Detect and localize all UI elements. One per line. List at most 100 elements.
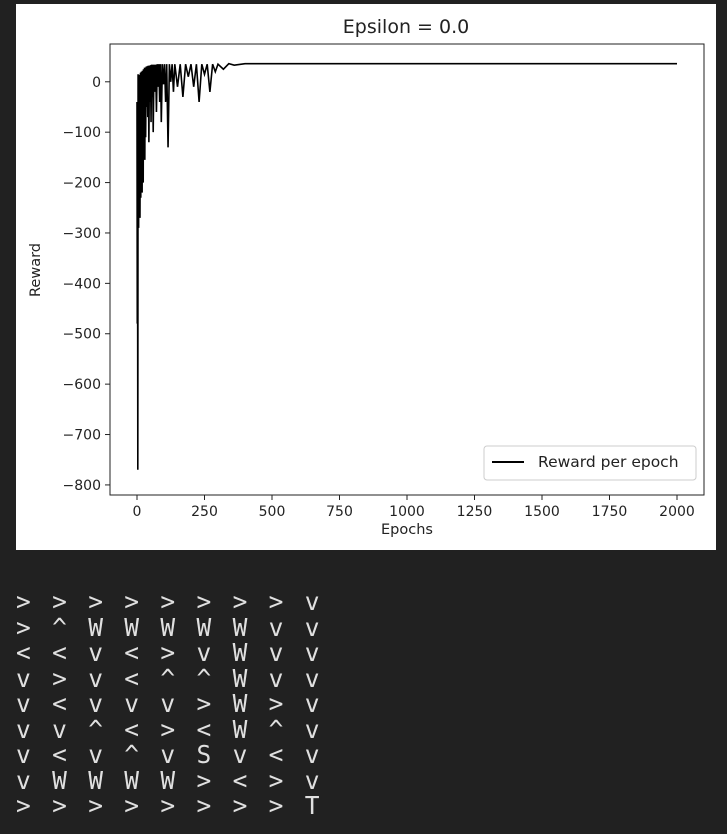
x-tick-label: 1500 xyxy=(524,504,560,520)
policy-grid-cell: > xyxy=(268,765,284,795)
policy-grid-cell: < xyxy=(196,714,212,744)
y-tick-label: −300 xyxy=(63,226,101,242)
y-tick-label: −600 xyxy=(63,377,101,393)
y-tick-label: −800 xyxy=(63,478,101,494)
x-tick-label: 2000 xyxy=(659,504,695,520)
series-line-reward-per-epoch xyxy=(136,62,677,470)
x-tick-label: 250 xyxy=(191,504,218,520)
policy-grid-cell: v xyxy=(304,638,320,667)
x-tick-label: 0 xyxy=(133,504,142,520)
policy-grid-cell: > xyxy=(196,791,212,820)
policy-grid-cell: ^ xyxy=(196,663,212,693)
policy-grid-cell: W xyxy=(52,765,67,795)
legend: Reward per epoch xyxy=(483,445,697,481)
x-tick-label: 1000 xyxy=(389,504,425,520)
policy-grid-cell: v xyxy=(16,689,31,718)
policy-grid-cell: < xyxy=(16,638,31,667)
policy-grid-cell: ^ xyxy=(88,714,103,744)
policy-grid-cell: > xyxy=(88,587,103,616)
y-axis-label: Reward xyxy=(28,243,44,297)
policy-grid-cell: > xyxy=(196,765,212,795)
policy-grid-cell: < xyxy=(232,765,248,795)
policy-grid-cell: v xyxy=(268,612,284,642)
policy-grid-row: v W W W W > < > v xyxy=(16,765,341,795)
policy-grid-cell: > xyxy=(160,714,176,744)
policy-grid-cell: > xyxy=(268,587,284,616)
x-tick-label: 750 xyxy=(326,504,353,520)
policy-grid-cell: W xyxy=(124,765,140,795)
policy-grid-cell: W xyxy=(232,689,248,718)
policy-grid-cell: > xyxy=(16,587,31,616)
policy-grid-cell: < xyxy=(52,638,67,667)
policy-grid-cell: > xyxy=(52,663,67,693)
policy-grid-cell: > xyxy=(196,689,212,718)
legend-label: Reward per epoch xyxy=(538,453,679,471)
policy-grid-cell: v xyxy=(16,765,31,795)
policy-grid-cell: W xyxy=(88,765,103,795)
policy-grid-cell: v xyxy=(268,638,284,667)
policy-grid-cell: > xyxy=(88,791,103,820)
policy-grid-cell: > xyxy=(124,791,140,820)
policy-grid-cell: > xyxy=(160,587,176,616)
policy-grid-cell: > xyxy=(52,791,67,820)
y-tick-label: −400 xyxy=(63,276,101,292)
policy-grid-cell: v xyxy=(52,714,67,744)
policy-grid-cell: ^ xyxy=(160,663,176,693)
policy-grid-cell: v xyxy=(304,714,320,744)
x-axis-ticks: 0 250 500 750 1000 1250 1500 1750 2000 xyxy=(133,495,695,520)
policy-grid-cell: > xyxy=(52,587,67,616)
chart-title: Epsilon = 0.0 xyxy=(343,16,469,38)
legend-box xyxy=(483,445,697,481)
policy-grid-cell: < xyxy=(52,689,67,718)
policy-grid-cell: > xyxy=(124,587,140,616)
policy-grid-cell: v xyxy=(88,638,103,667)
y-tick-label: −700 xyxy=(63,428,101,444)
policy-grid-cell: v xyxy=(304,612,320,642)
policy-grid-cell: v xyxy=(232,740,248,769)
policy-grid-cell: ^ xyxy=(268,714,284,744)
policy-grid-cell: > xyxy=(232,587,248,616)
series-layer xyxy=(136,62,677,470)
policy-grid-cell: v xyxy=(16,663,31,693)
y-tick-label: −200 xyxy=(63,176,101,192)
policy-grid-cell: > xyxy=(16,791,31,820)
policy-grid-cell: v xyxy=(304,740,320,769)
x-tick-label: 500 xyxy=(259,504,286,520)
policy-grid-cell: > xyxy=(160,791,176,820)
policy-grid-row: > > > > > > > > T xyxy=(16,793,341,819)
x-axis-label: Epochs xyxy=(381,522,433,538)
policy-grid-cell: v xyxy=(88,689,103,718)
policy-grid-cell: > xyxy=(268,791,284,820)
policy-grid-cell: < xyxy=(268,740,284,769)
policy-grid-cell: v xyxy=(16,714,31,744)
policy-grid-cell: > xyxy=(16,612,31,642)
policy-grid-cell: W xyxy=(232,638,248,667)
y-tick-label: −500 xyxy=(63,327,101,343)
policy-grid-cell: ^ xyxy=(124,740,140,769)
policy-grid-cell: S xyxy=(196,740,212,769)
policy-grid-cell: > xyxy=(160,638,176,667)
policy-grid-cell: > xyxy=(268,689,284,718)
y-tick-label: 0 xyxy=(92,75,101,91)
x-tick-label: 1750 xyxy=(592,504,628,520)
policy-grid-cell: < xyxy=(124,638,140,667)
policy-grid-cell: W xyxy=(232,663,248,693)
policy-grid-cell: W xyxy=(124,612,140,642)
plot-frame xyxy=(109,43,705,496)
policy-grid-cell: < xyxy=(52,740,67,769)
policy-grid-row: v v ^ < > < W ^ v xyxy=(16,714,341,744)
policy-grid-cell: ^ xyxy=(52,612,67,642)
policy-grid-cell: v xyxy=(304,765,320,795)
policy-grid-cell: > xyxy=(196,587,212,616)
policy-grid-cell: v xyxy=(88,740,103,769)
policy-grid-cell: v xyxy=(88,663,103,693)
policy-grid-cell: v xyxy=(124,689,140,718)
policy-grid-cell: W xyxy=(232,714,248,744)
policy-grid-row: > > > > > > > > v xyxy=(16,589,341,615)
policy-grid-cell: T xyxy=(304,791,320,820)
